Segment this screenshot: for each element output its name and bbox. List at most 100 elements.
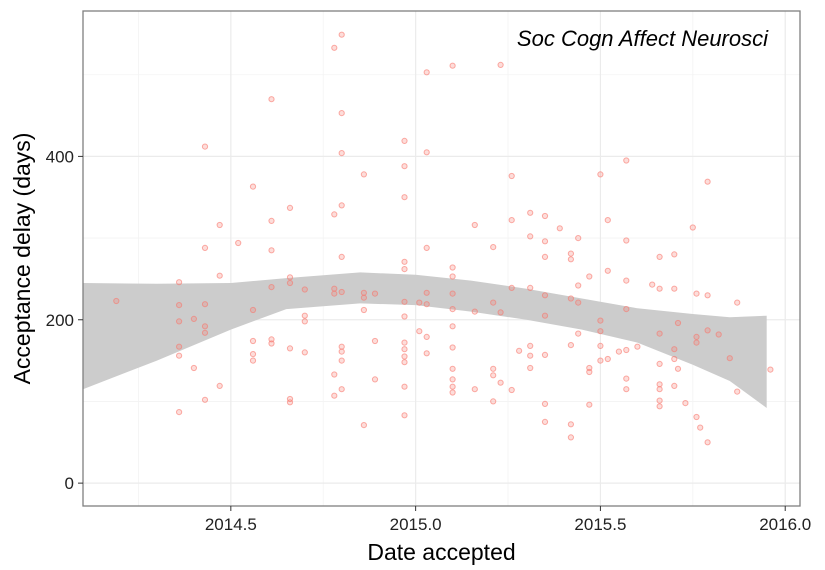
plot-border bbox=[82, 10, 801, 507]
data-point bbox=[649, 281, 656, 288]
data-point bbox=[689, 224, 696, 231]
data-point bbox=[401, 313, 408, 320]
data-point bbox=[693, 413, 700, 421]
data-point bbox=[401, 339, 408, 346]
data-point bbox=[604, 217, 611, 224]
data-point bbox=[301, 318, 308, 325]
data-point bbox=[497, 309, 504, 316]
data-point bbox=[615, 348, 623, 355]
data-point bbox=[201, 329, 209, 336]
data-point bbox=[597, 328, 604, 335]
data-point bbox=[201, 396, 209, 403]
data-point bbox=[286, 274, 294, 281]
data-point bbox=[249, 306, 257, 314]
data-point bbox=[201, 143, 209, 150]
data-point bbox=[693, 290, 700, 297]
data-point bbox=[371, 376, 379, 383]
data-point bbox=[249, 357, 257, 364]
y-tick-label: 400 bbox=[46, 147, 74, 166]
data-point bbox=[371, 290, 379, 297]
data-point bbox=[249, 337, 257, 345]
data-point bbox=[567, 421, 575, 428]
data-point bbox=[597, 357, 604, 364]
data-point bbox=[449, 273, 456, 280]
data-point bbox=[449, 290, 456, 297]
data-point bbox=[176, 352, 183, 359]
data-point bbox=[634, 343, 641, 350]
y-tick-label: 200 bbox=[46, 311, 74, 330]
data-point bbox=[671, 346, 678, 353]
data-point bbox=[623, 306, 630, 313]
data-point bbox=[508, 217, 515, 224]
data-point bbox=[527, 364, 534, 372]
data-point bbox=[704, 439, 711, 446]
data-point bbox=[423, 333, 430, 340]
data-point bbox=[623, 157, 630, 164]
data-point bbox=[674, 319, 682, 327]
data-point bbox=[490, 398, 497, 405]
data-point bbox=[567, 342, 575, 349]
data-point bbox=[671, 285, 678, 292]
data-point bbox=[656, 253, 663, 260]
data-point bbox=[338, 253, 345, 260]
x-tick-label: 2015.0 bbox=[390, 515, 442, 534]
data-point bbox=[508, 284, 515, 291]
data-point bbox=[286, 204, 294, 211]
data-point bbox=[682, 400, 689, 407]
data-point bbox=[423, 69, 430, 76]
data-point bbox=[541, 351, 549, 358]
data-point bbox=[268, 247, 275, 254]
data-point bbox=[235, 239, 242, 247]
data-point bbox=[401, 353, 408, 360]
smooth-confidence-band bbox=[83, 272, 767, 408]
x-tick-label: 2014.5 bbox=[205, 515, 257, 534]
data-point bbox=[449, 62, 456, 69]
data-point bbox=[586, 273, 593, 280]
data-point bbox=[401, 298, 408, 305]
data-point bbox=[471, 221, 478, 229]
data-point bbox=[176, 409, 183, 416]
data-point bbox=[604, 267, 611, 274]
data-point bbox=[541, 212, 549, 220]
major-gridlines bbox=[83, 11, 800, 506]
data-point bbox=[338, 31, 345, 38]
data-point bbox=[527, 352, 534, 359]
data-point bbox=[449, 376, 456, 383]
data-point bbox=[331, 44, 338, 51]
data-point bbox=[449, 306, 456, 313]
data-point bbox=[401, 163, 408, 170]
data-point bbox=[567, 295, 575, 302]
y-axis-title: Acceptance delay (days) bbox=[9, 133, 35, 385]
data-point bbox=[423, 301, 430, 308]
x-tick-label: 2016.0 bbox=[759, 515, 811, 534]
data-point bbox=[556, 225, 563, 232]
data-point bbox=[704, 327, 711, 334]
data-point bbox=[371, 337, 379, 345]
data-point bbox=[216, 221, 223, 229]
data-point bbox=[331, 290, 338, 297]
data-point bbox=[338, 110, 345, 117]
data-point bbox=[416, 328, 423, 335]
data-point bbox=[656, 386, 663, 393]
data-point bbox=[268, 96, 275, 103]
data-point bbox=[190, 315, 197, 322]
data-point bbox=[656, 285, 663, 292]
data-point bbox=[360, 294, 367, 301]
data-point bbox=[490, 372, 497, 379]
data-point bbox=[623, 237, 630, 244]
data-points bbox=[113, 31, 774, 446]
data-point bbox=[449, 383, 456, 390]
data-point bbox=[201, 244, 209, 251]
data-point bbox=[604, 355, 611, 363]
data-point bbox=[527, 233, 534, 240]
data-point bbox=[268, 284, 275, 291]
data-point bbox=[541, 312, 549, 319]
data-point bbox=[249, 351, 257, 358]
data-point bbox=[338, 150, 345, 157]
data-point bbox=[516, 347, 523, 354]
data-point bbox=[575, 235, 582, 242]
data-point bbox=[567, 250, 575, 257]
data-point bbox=[401, 137, 408, 144]
data-point bbox=[176, 343, 183, 350]
data-point bbox=[449, 344, 456, 351]
